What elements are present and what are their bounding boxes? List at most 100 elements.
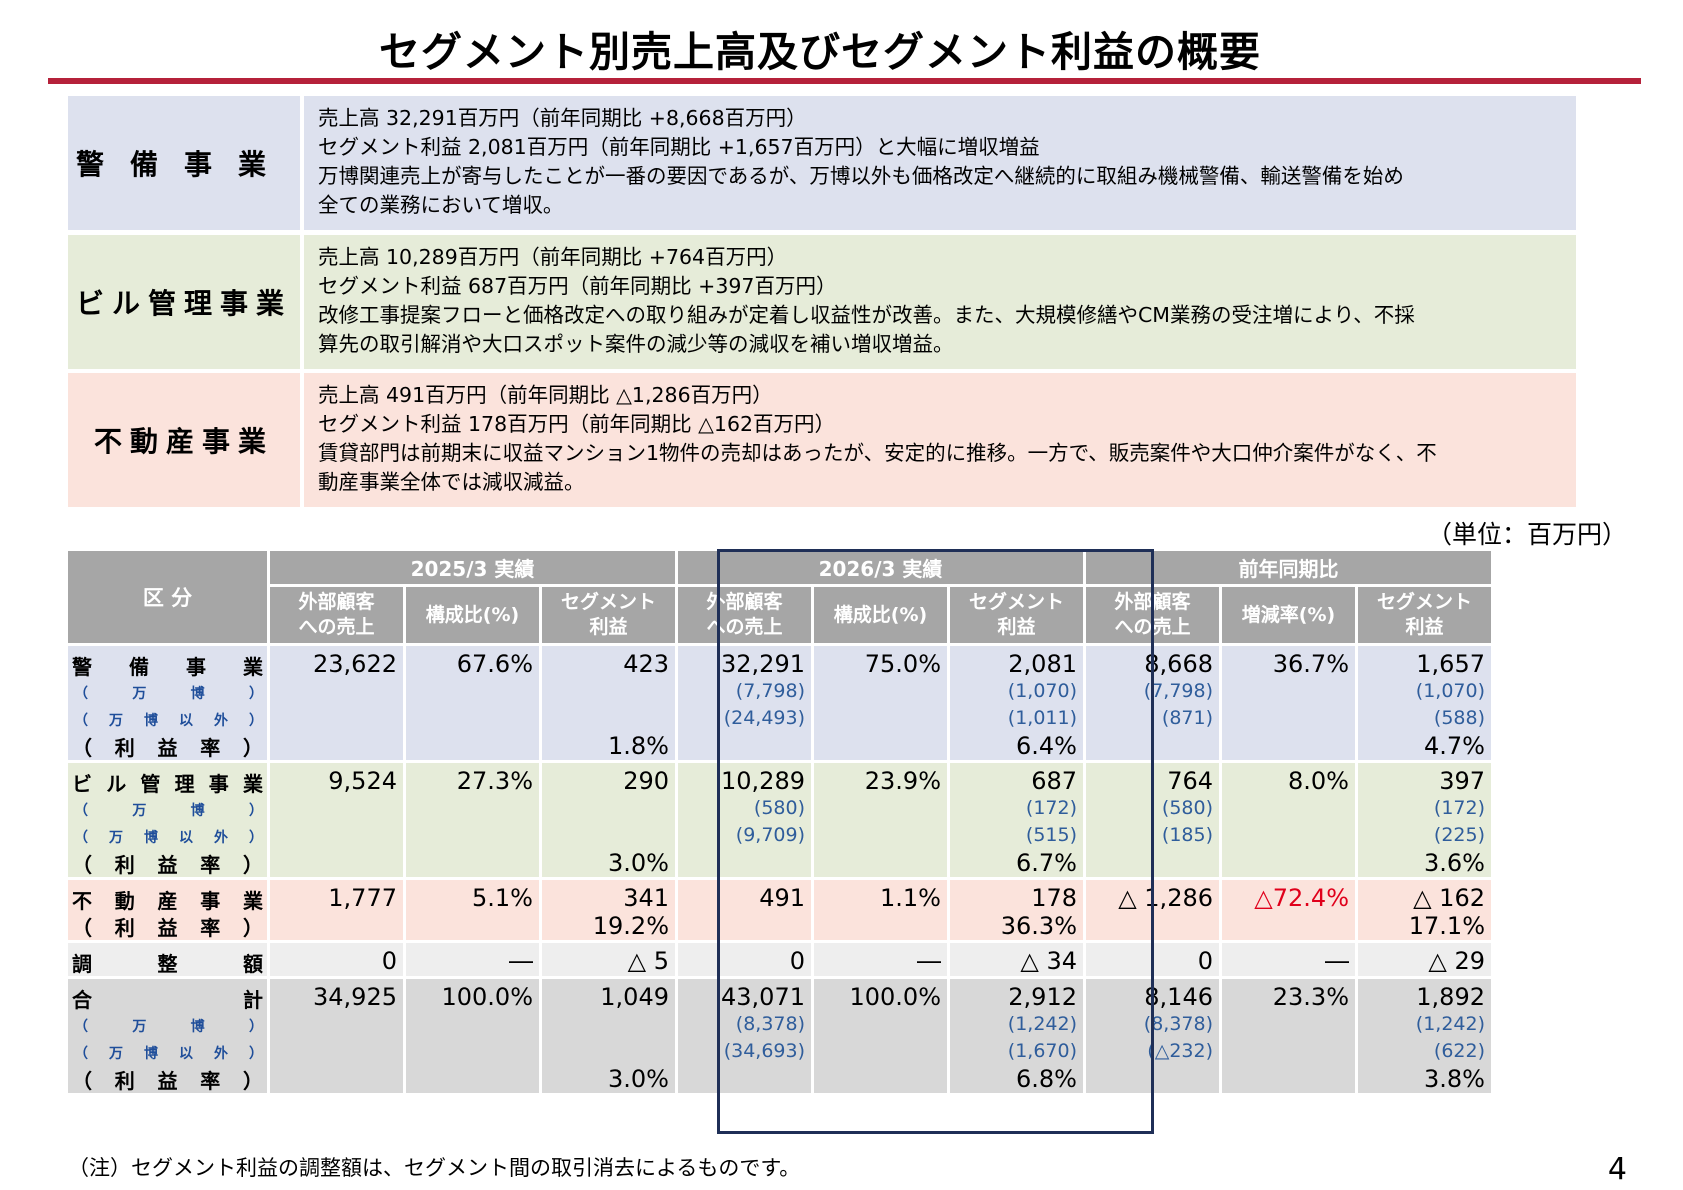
table-cell: 178 36.3% [950,880,1083,940]
cell-breakdown [410,678,533,705]
column-header: セグメント 利益 [1358,587,1491,643]
cell-value: 2,081 [1008,650,1077,678]
cell-ratio [1226,1065,1349,1093]
table-row: 不動産事業 （利益率） 1,777 5.1% 341 19.2% 491 1.1% 178 36.… [68,880,1491,940]
cell-breakdown: (8,378) [735,1013,805,1035]
cell-value: ― [917,947,941,975]
cell-value: 67.6% [456,650,533,678]
table-cell: 75.0% [814,646,947,760]
cell-value: 9,524 [328,767,397,795]
table-cell: 100.0% [814,979,947,1093]
cell-value: 1,892 [1416,983,1485,1011]
table-cell: 1,049 3.0% [542,979,675,1093]
column-header: セグメント 利益 [542,587,675,643]
table-cell: △ 34 [950,943,1083,976]
page-title: セグメント別売上高及びセグメント利益の概要 [379,28,1261,76]
segment-name: ビル管理事業 [68,235,300,369]
row-label: ビル管理事業 （万博） （万博以外） （利益率） [68,763,267,877]
cell-ratio [682,912,805,940]
table-cell: ― [814,943,947,976]
cell-breakdown: (1,070) [1415,680,1485,702]
cell-value: 8,668 [1144,650,1213,678]
cell-value: △72.4% [1254,884,1349,912]
cell-breakdown [818,705,941,732]
cell-ratio: 17.1% [1408,912,1485,940]
table-cell: 0 [1086,943,1219,976]
cell-value: 10,289 [721,767,805,795]
cell-breakdown [274,822,397,849]
description-line: セグメント利益 2,081百万円（前年同期比 +1,657百万円）と大幅に増収増… [318,135,1040,159]
table-corner-header: 区 分 [68,551,267,643]
cell-breakdown [546,678,669,705]
cell-breakdown [818,1011,941,1038]
table-cell: 8,668 (7,798) (871) [1086,646,1219,760]
table-cell: ― [406,943,539,976]
description-line: 売上高 10,289百万円（前年同期比 +764百万円） [318,245,788,269]
table-cell: ― [1222,943,1355,976]
cell-value: 36.7% [1272,650,1349,678]
cell-breakdown: (24,493) [723,707,805,729]
cell-value: 23.9% [864,767,941,795]
cell-breakdown [818,678,941,705]
cell-breakdown [410,1011,533,1038]
cell-value: 8,146 [1144,983,1213,1011]
cell-breakdown [410,795,533,822]
cell-breakdown [546,705,669,732]
title-underline [48,78,1641,84]
table-cell: 687 (172) (515) 6.7% [950,763,1083,877]
cell-breakdown: (34,693) [723,1040,805,1062]
table-cell: 2,912 (1,242) (1,670) 6.8% [950,979,1083,1093]
table-cell: 1,777 [270,880,403,940]
table-cell: 27.3% [406,763,539,877]
segment-name-text: 警備事業 [75,148,292,181]
cell-ratio: 1.8% [608,732,669,760]
cell-ratio [410,849,533,877]
cell-breakdown: (1,011) [1007,707,1077,729]
cell-value: △ 162 [1413,884,1485,912]
table-cell: 423 1.8% [542,646,675,760]
cell-ratio [274,849,397,877]
cell-ratio: 3.6% [1424,849,1485,877]
table-cell: △ 5 [542,943,675,976]
row-label-main: 警備事業 [72,655,263,679]
period-group-header: 2025/3 実績 [270,551,675,584]
unit-label: （単位：百万円） [1426,520,1627,549]
cell-ratio [274,1065,397,1093]
row-label-sub: （万博以外） [74,712,263,729]
cell-breakdown: (1,070) [1007,680,1077,702]
description-line: 万博関連売上が寄与したことが一番の要因であるが、万博以外も価格改定へ継続的に取組… [318,164,1404,188]
description-line: 売上高 32,291百万円（前年同期比 +8,668百万円） [318,106,807,130]
cell-breakdown: (871) [1161,707,1213,729]
cell-breakdown [546,1011,669,1038]
cell-breakdown: (1,670) [1007,1040,1077,1062]
cell-ratio [682,732,805,760]
table-cell: 1,892 (1,242) (622) 3.8% [1358,979,1491,1093]
table-cell: 491 [678,880,811,940]
cell-breakdown [546,795,669,822]
cell-value: 687 [1031,767,1077,795]
segment-description: 売上高 10,289百万円（前年同期比 +764百万円） セグメント利益 687百… [304,235,1576,369]
cell-breakdown [274,795,397,822]
cell-ratio: 3.8% [1424,1065,1485,1093]
row-label-sub: （万博） [74,685,263,702]
cell-ratio: 3.0% [608,849,669,877]
table-row: ビル管理事業 （万博） （万博以外） （利益率） 9,524 27.3% 290 3.0% 10… [68,763,1491,877]
cell-value: 100.0% [849,983,941,1011]
cell-ratio [682,849,805,877]
cell-ratio [818,1065,941,1093]
cell-breakdown: (622) [1433,1040,1485,1062]
cell-breakdown [546,822,669,849]
table-cell: 1.1% [814,880,947,940]
cell-ratio [1226,912,1349,940]
cell-ratio [274,732,397,760]
cell-ratio [1090,912,1213,940]
segment-table: 区 分 2025/3 実績 2026/3 実績 前年同期比 外部顧客 への売上 構成比(%)… [65,548,1494,1096]
row-label-main: ビル管理事業 [72,772,263,796]
cell-breakdown: (580) [753,797,805,819]
cell-ratio: 6.4% [1016,732,1077,760]
cell-value: 341 [623,884,669,912]
cell-breakdown [818,1038,941,1065]
description-line: 動産事業全体では減収減益。 [318,470,585,494]
table-cell: 8.0% [1222,763,1355,877]
row-label-sub: （万博以外） [74,829,263,846]
